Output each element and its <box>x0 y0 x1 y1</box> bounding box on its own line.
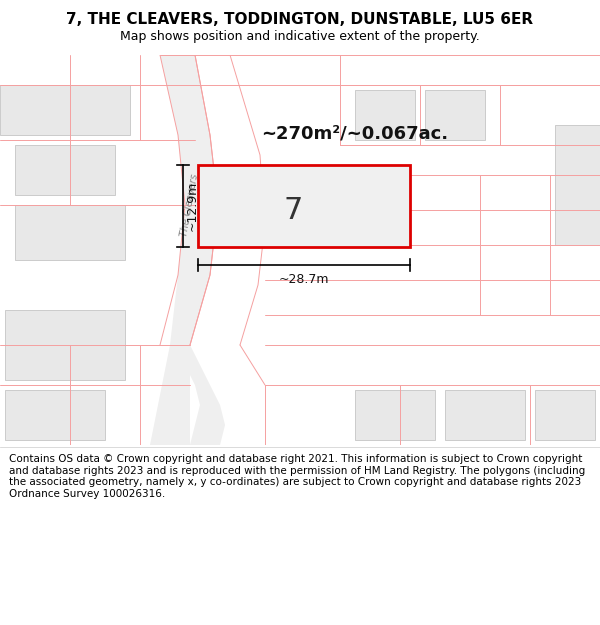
Bar <box>5 390 105 440</box>
Text: 7, THE CLEAVERS, TODDINGTON, DUNSTABLE, LU5 6ER: 7, THE CLEAVERS, TODDINGTON, DUNSTABLE, … <box>67 12 533 27</box>
Bar <box>425 90 485 140</box>
Text: ~28.7m: ~28.7m <box>279 273 329 286</box>
Text: Map shows position and indicative extent of the property.: Map shows position and indicative extent… <box>120 30 480 43</box>
Bar <box>15 205 125 260</box>
Polygon shape <box>150 55 218 445</box>
Text: Contains OS data © Crown copyright and database right 2021. This information is : Contains OS data © Crown copyright and d… <box>9 454 585 499</box>
Bar <box>355 390 435 440</box>
Bar <box>0 85 130 135</box>
Bar <box>15 145 115 195</box>
Bar <box>5 310 125 380</box>
Text: The Cleavers: The Cleavers <box>179 173 200 238</box>
Bar <box>295 175 390 245</box>
Bar <box>555 125 600 245</box>
Text: ~12.9m: ~12.9m <box>186 181 199 231</box>
Polygon shape <box>175 345 225 445</box>
Bar <box>535 390 595 440</box>
Text: ~270m²/~0.067ac.: ~270m²/~0.067ac. <box>262 125 449 143</box>
Bar <box>445 390 525 440</box>
Bar <box>355 90 415 140</box>
Bar <box>198 165 410 247</box>
Text: 7: 7 <box>284 196 303 224</box>
